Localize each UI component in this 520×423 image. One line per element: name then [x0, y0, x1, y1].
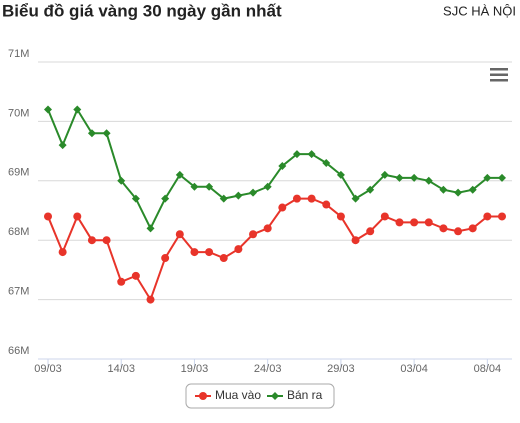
- series-line: [47, 107, 502, 231]
- point: [249, 230, 258, 239]
- point: [58, 141, 67, 150]
- point: [498, 173, 506, 182]
- point: [395, 173, 404, 182]
- point: [44, 105, 52, 114]
- point: [483, 212, 492, 221]
- point: [439, 224, 448, 233]
- x-tick-label: 08/04: [474, 363, 502, 375]
- y-tick-label: 67M: [8, 286, 29, 298]
- point: [87, 236, 96, 245]
- legend-marker: [271, 392, 279, 400]
- point: [190, 248, 199, 257]
- menu-bar: [490, 68, 508, 71]
- legend-label: Bán ra: [287, 388, 323, 402]
- point: [380, 212, 389, 221]
- point: [366, 227, 375, 236]
- point: [131, 194, 140, 203]
- point: [278, 203, 287, 212]
- series: [44, 105, 506, 233]
- point: [161, 194, 170, 203]
- point: [58, 248, 67, 257]
- point: [219, 254, 228, 263]
- y-tick-label: 69M: [8, 167, 29, 179]
- menu-icon[interactable]: [490, 68, 508, 82]
- point: [263, 182, 272, 191]
- point: [454, 188, 463, 197]
- x-tick-label: 09/03: [34, 363, 62, 375]
- point: [439, 185, 448, 194]
- point: [205, 248, 214, 257]
- x-tick-label: 03/04: [400, 363, 428, 375]
- point: [102, 236, 111, 245]
- y-tick-label: 68M: [8, 226, 29, 238]
- point: [205, 182, 214, 191]
- point: [175, 230, 184, 239]
- point: [454, 227, 463, 236]
- point: [468, 185, 477, 194]
- point: [190, 182, 199, 191]
- x-tick-label: 24/03: [254, 363, 282, 375]
- series: [44, 194, 506, 304]
- legend-label: Mua vào: [215, 388, 261, 402]
- point: [307, 194, 316, 203]
- point: [292, 194, 301, 203]
- point: [410, 218, 419, 227]
- point: [278, 161, 287, 170]
- point: [117, 176, 126, 185]
- point: [87, 129, 96, 138]
- point: [219, 194, 228, 203]
- point: [146, 295, 155, 304]
- y-tick-label: 71M: [8, 48, 29, 60]
- point: [263, 224, 272, 233]
- point: [410, 173, 419, 182]
- point: [336, 212, 345, 221]
- point: [322, 200, 331, 209]
- menu-bar: [490, 79, 508, 82]
- point: [175, 170, 184, 179]
- chart-subtitle: SJC HÀ NỘI: [443, 3, 516, 18]
- point: [292, 150, 301, 159]
- x-tick-label: 14/03: [107, 363, 135, 375]
- point: [366, 185, 375, 194]
- menu-bar: [490, 73, 508, 76]
- point: [351, 194, 360, 203]
- point: [161, 254, 170, 263]
- point: [307, 150, 316, 159]
- legend-box: [185, 383, 335, 409]
- y-tick-label: 70M: [8, 107, 29, 119]
- point: [336, 170, 345, 179]
- point: [73, 105, 82, 114]
- point: [351, 236, 360, 245]
- legend-marker: [199, 392, 207, 400]
- chart-title: Biểu đồ giá vàng 30 ngày gần nhất: [2, 1, 282, 20]
- point: [483, 173, 492, 182]
- point: [424, 218, 433, 227]
- point: [117, 277, 126, 286]
- point: [146, 224, 155, 233]
- point: [102, 129, 111, 138]
- point: [468, 224, 477, 233]
- point: [234, 191, 243, 200]
- series-line: [47, 197, 502, 302]
- point: [249, 188, 258, 197]
- x-tick-label: 19/03: [181, 363, 209, 375]
- point: [131, 271, 140, 280]
- y-tick-label: 66M: [8, 345, 29, 357]
- point: [234, 245, 243, 254]
- x-tick-label: 29/03: [327, 363, 355, 375]
- point: [395, 218, 404, 227]
- point: [322, 158, 331, 167]
- point: [424, 176, 433, 185]
- point: [73, 212, 82, 221]
- point: [498, 212, 506, 221]
- point: [44, 212, 52, 221]
- point: [380, 170, 389, 179]
